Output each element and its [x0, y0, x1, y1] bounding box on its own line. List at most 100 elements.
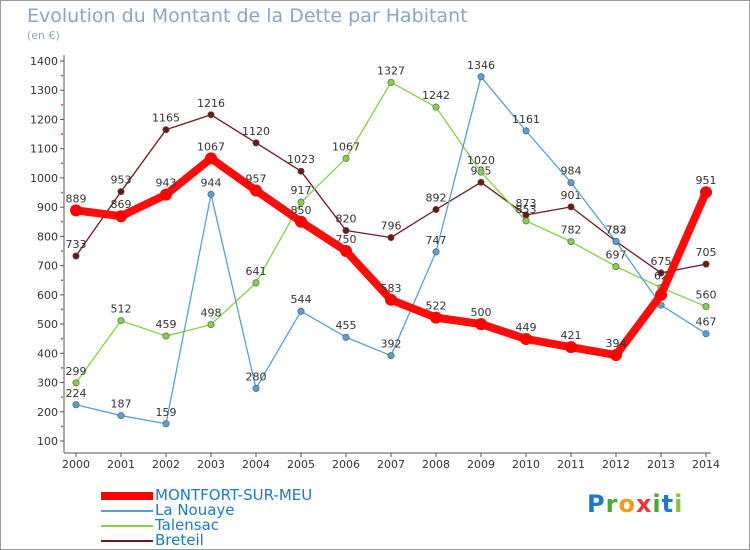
y-minor-tick: [61, 367, 63, 369]
y-tick-label: 400: [37, 347, 58, 360]
data-label: 641: [246, 265, 267, 278]
data-label: 449: [516, 321, 537, 334]
data-point: [477, 73, 485, 81]
data-label: 733: [66, 238, 87, 251]
data-point: [610, 349, 622, 362]
data-label: 224: [66, 387, 87, 400]
data-point: [250, 184, 262, 197]
data-label: 873: [516, 197, 537, 210]
y-minor-tick: [61, 337, 63, 340]
y-tick-label: 900: [37, 201, 58, 214]
data-point: [430, 311, 442, 324]
data-label: 500: [471, 306, 492, 319]
data-point: [117, 317, 125, 325]
y-minor-tick: [61, 191, 63, 194]
y-tick-label: 1000: [30, 172, 58, 185]
data-label: 512: [111, 303, 132, 316]
data-label: 1020: [467, 154, 495, 167]
data-point: [432, 248, 440, 256]
x-tick-label: 2005: [287, 458, 315, 471]
data-point: [432, 103, 440, 111]
y-tick-label: 1300: [30, 84, 58, 97]
data-point: [522, 127, 530, 135]
data-point: [612, 262, 620, 270]
data-point: [342, 333, 350, 341]
data-point: [207, 190, 215, 198]
x-tick-label: 2002: [152, 458, 180, 471]
data-label: 1161: [512, 113, 540, 126]
data-label: 421: [561, 329, 582, 342]
legend-swatch: [101, 525, 153, 527]
data-label: 850: [291, 204, 312, 217]
data-label: 459: [156, 318, 177, 331]
chart-subtitle: (en €): [27, 29, 60, 42]
data-label: 783: [606, 223, 627, 236]
data-point: [252, 384, 260, 392]
data-point: [700, 186, 712, 199]
data-point: [612, 237, 620, 245]
data-point: [115, 210, 127, 223]
data-label: 498: [201, 307, 222, 320]
data-label: 299: [66, 365, 87, 378]
data-label: 544: [291, 293, 312, 306]
data-label: 1120: [242, 125, 270, 138]
data-point: [252, 279, 260, 287]
data-point: [702, 260, 710, 268]
data-label: 583: [381, 282, 402, 295]
y-minor-tick: [61, 74, 63, 77]
x-tick-label: 2014: [692, 458, 720, 471]
data-point: [207, 321, 215, 329]
x-tick-label: 2003: [197, 458, 225, 471]
data-label: 957: [246, 172, 267, 185]
logo-letter: t: [661, 490, 675, 518]
legend-swatch: [101, 540, 153, 542]
data-label: 782: [561, 224, 582, 237]
y-minor-tick: [61, 220, 63, 223]
y-minor-tick: [61, 103, 63, 106]
x-tick-label: 2009: [467, 458, 495, 471]
data-label: 750: [336, 233, 357, 246]
data-point: [70, 204, 82, 217]
y-tick-label: 500: [37, 318, 58, 331]
data-label: 953: [111, 174, 132, 187]
logo-letter: x: [635, 490, 653, 518]
data-point: [477, 168, 485, 176]
y-minor-tick: [61, 308, 63, 311]
data-label: 1327: [377, 64, 405, 77]
data-label: 1346: [467, 59, 495, 72]
data-label: 280: [246, 370, 267, 383]
y-minor-tick: [61, 250, 63, 252]
y-tick-label: 1200: [30, 113, 58, 126]
data-point: [252, 139, 260, 147]
data-point: [295, 215, 307, 228]
legend-label: MONTFORT-SUR-MEU: [155, 486, 313, 504]
data-label: 455: [336, 319, 357, 332]
data-point: [297, 198, 305, 206]
data-point: [72, 379, 80, 387]
data-point: [655, 288, 667, 301]
data-label: 889: [66, 192, 87, 205]
legend-label: La Nouaye: [155, 501, 235, 519]
data-label: 892: [426, 191, 447, 204]
data-point: [385, 293, 397, 306]
data-label: 705: [696, 246, 717, 259]
series-breteil: 7339531165121611201023820796892985873901…: [66, 97, 717, 277]
legend-label: Talensac: [155, 516, 220, 534]
data-label: 917: [291, 184, 312, 197]
data-label: 951: [696, 174, 717, 187]
data-point: [522, 217, 530, 225]
data-point: [567, 179, 575, 187]
y-minor-tick: [61, 396, 63, 399]
data-point: [475, 318, 487, 331]
data-point: [342, 154, 350, 162]
data-label: 984: [561, 165, 582, 178]
x-tick-label: 2001: [107, 458, 135, 471]
data-point: [162, 332, 170, 340]
data-point: [565, 341, 577, 354]
data-point: [387, 352, 395, 360]
data-point: [205, 152, 217, 165]
data-point: [340, 245, 352, 257]
data-point: [297, 167, 305, 175]
